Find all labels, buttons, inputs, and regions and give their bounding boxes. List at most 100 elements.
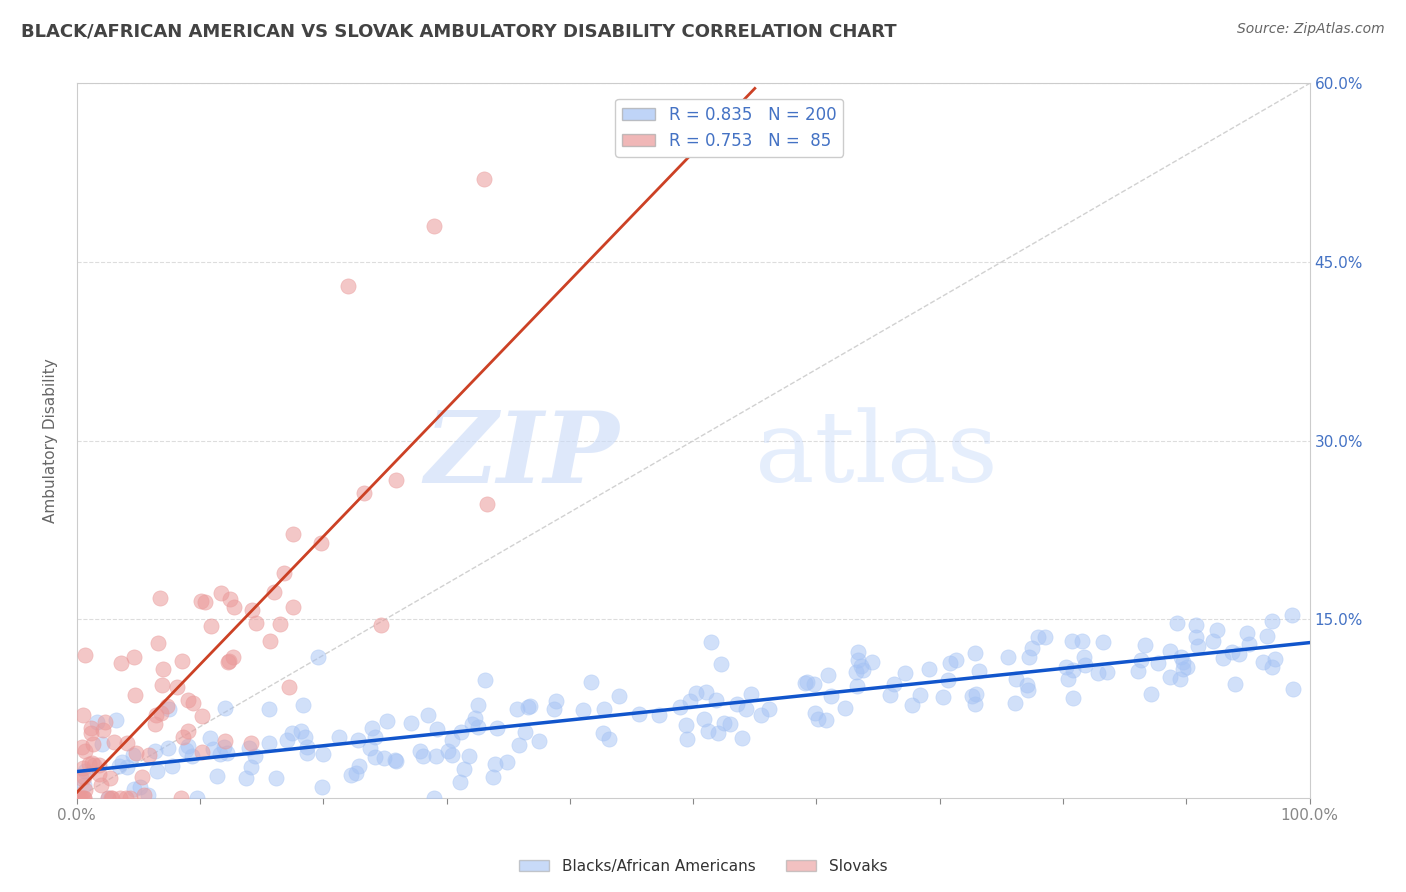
Point xyxy=(93,723,115,738)
Point xyxy=(846,645,869,659)
Point xyxy=(100,791,122,805)
Point xyxy=(79,756,101,771)
Point xyxy=(1220,645,1243,659)
Point xyxy=(457,748,479,763)
Point xyxy=(281,725,304,739)
Point xyxy=(337,279,360,293)
Point xyxy=(740,687,762,701)
Point xyxy=(132,789,155,803)
Point xyxy=(257,702,280,716)
Point xyxy=(235,771,257,785)
Point xyxy=(156,699,179,714)
Point xyxy=(450,725,472,739)
Point xyxy=(965,687,987,701)
Point xyxy=(190,709,212,723)
Point xyxy=(177,692,200,706)
Point xyxy=(1168,673,1191,687)
Point xyxy=(82,756,104,771)
Point xyxy=(519,699,541,714)
Point xyxy=(129,780,152,795)
Point xyxy=(73,791,96,805)
Point xyxy=(91,737,114,751)
Point xyxy=(160,758,183,772)
Point xyxy=(544,693,567,707)
Point xyxy=(177,739,200,754)
Point xyxy=(166,681,188,695)
Point xyxy=(290,723,312,738)
Point xyxy=(259,634,281,648)
Point xyxy=(1071,634,1094,648)
Point xyxy=(125,746,148,760)
Point xyxy=(114,791,136,805)
Point xyxy=(1166,615,1188,630)
Legend: Blacks/African Americans, Slovaks: Blacks/African Americans, Slovaks xyxy=(513,853,893,880)
Point xyxy=(198,731,221,746)
Point xyxy=(834,701,856,715)
Point xyxy=(72,708,94,723)
Point xyxy=(1017,677,1039,691)
Point xyxy=(609,689,631,703)
Text: ZIP: ZIP xyxy=(425,407,619,503)
Point xyxy=(80,725,103,739)
Point xyxy=(291,698,314,712)
Point xyxy=(152,662,174,676)
Point xyxy=(1062,633,1084,648)
Point xyxy=(1187,639,1209,653)
Point xyxy=(72,791,94,805)
Point xyxy=(695,684,717,698)
Point xyxy=(461,717,484,731)
Point xyxy=(669,700,692,714)
Point xyxy=(146,764,169,778)
Point xyxy=(150,678,173,692)
Point xyxy=(486,721,509,735)
Point xyxy=(453,762,475,776)
Point xyxy=(807,712,830,726)
Point xyxy=(1237,637,1260,651)
Point xyxy=(1227,648,1250,662)
Point xyxy=(219,591,242,606)
Point xyxy=(704,692,727,706)
Point xyxy=(910,688,932,702)
Point xyxy=(467,698,489,712)
Point xyxy=(75,782,97,797)
Point xyxy=(725,697,748,711)
Point xyxy=(1236,626,1258,640)
Point xyxy=(311,780,333,794)
Point xyxy=(370,617,392,632)
Point xyxy=(93,714,115,729)
Point xyxy=(1062,663,1084,677)
Point xyxy=(307,649,329,664)
Point xyxy=(1223,677,1246,691)
Point xyxy=(218,654,240,668)
Point xyxy=(1159,643,1181,657)
Point xyxy=(115,759,138,773)
Point xyxy=(1091,635,1114,649)
Point xyxy=(364,749,387,764)
Point xyxy=(344,766,367,780)
Point xyxy=(347,732,370,747)
Point xyxy=(257,735,280,749)
Legend: R = 0.835   N = 200, R = 0.753   N =  85: R = 0.835 N = 200, R = 0.753 N = 85 xyxy=(616,99,842,157)
Point xyxy=(214,700,236,714)
Point xyxy=(214,734,236,748)
Point xyxy=(543,701,565,715)
Point xyxy=(217,746,239,760)
Point xyxy=(75,648,97,662)
Point xyxy=(571,703,593,717)
Point xyxy=(814,713,837,727)
Point xyxy=(281,527,304,541)
Point xyxy=(581,674,603,689)
Point xyxy=(474,673,496,687)
Point xyxy=(938,656,960,670)
Point xyxy=(339,767,361,781)
Point xyxy=(685,686,707,700)
Point xyxy=(852,664,875,678)
Point xyxy=(364,730,387,744)
Point xyxy=(803,676,825,690)
Point xyxy=(412,748,434,763)
Point xyxy=(945,653,967,667)
Point xyxy=(416,708,439,723)
Point xyxy=(1033,630,1056,644)
Point xyxy=(1147,656,1170,670)
Point xyxy=(1261,615,1284,629)
